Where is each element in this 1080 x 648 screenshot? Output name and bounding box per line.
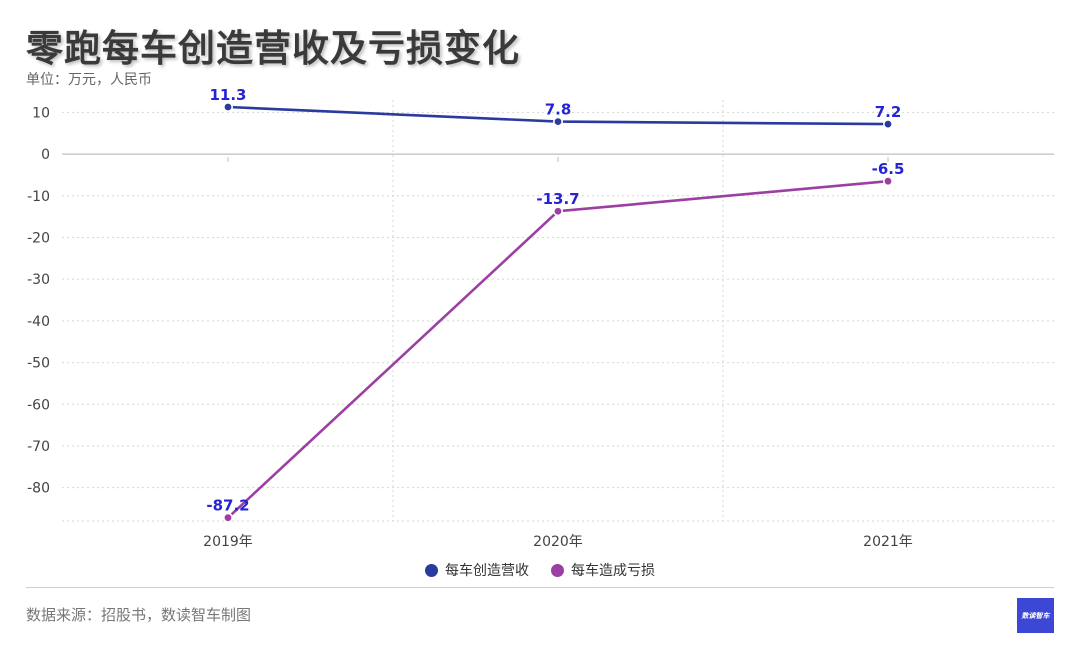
y-tick-label: 0 bbox=[41, 147, 50, 163]
footer-divider bbox=[26, 587, 1054, 588]
series-layer bbox=[223, 102, 893, 523]
x-axis-ticks: 2019年 2020年 2021年 bbox=[203, 157, 913, 550]
data-point-loss bbox=[552, 206, 563, 217]
data-point-revenue bbox=[552, 116, 563, 127]
chart-title: 零跑每车创造营收及亏损变化 bbox=[26, 27, 520, 70]
y-tick-label: 10 bbox=[32, 105, 50, 121]
x-tick-label: 2019年 bbox=[203, 534, 253, 550]
y-axis-ticks: 10 0 -10 -20 -30 -40 -50 -60 -70 -80 bbox=[27, 105, 50, 496]
data-point-loss bbox=[223, 512, 234, 523]
data-label-loss: -87.2 bbox=[206, 497, 249, 515]
y-tick-label: -70 bbox=[27, 439, 50, 455]
legend-marker-revenue bbox=[425, 563, 438, 577]
y-tick-label: -20 bbox=[27, 230, 50, 246]
brand-logo-text: 数读智车 bbox=[1021, 611, 1050, 620]
line-chart: 100-10-20-30-40-50-60-70-80 2019年 2020年 20… bbox=[27, 86, 1054, 550]
legend-item-revenue[interactable]: 每车创造营收 bbox=[425, 560, 529, 580]
data-label-loss: -13.7 bbox=[536, 190, 579, 208]
y-tick-label: -60 bbox=[27, 397, 50, 413]
y-tick-label: -30 bbox=[27, 272, 50, 288]
x-tick-label: 2020年 bbox=[533, 534, 583, 550]
legend-label-revenue: 每车创造营收 bbox=[445, 563, 529, 579]
y-tick-label: -50 bbox=[27, 356, 50, 372]
data-label-loss: -6.5 bbox=[872, 160, 905, 178]
chart-unit-subtitle: 单位：万元，人民币 bbox=[26, 72, 152, 88]
y-tick-label: -10 bbox=[27, 189, 50, 205]
y-tick-label: -80 bbox=[27, 481, 50, 497]
data-point-loss bbox=[882, 176, 893, 187]
grid-layer bbox=[62, 100, 1054, 522]
legend-marker-loss bbox=[551, 563, 564, 577]
legend-label-loss: 每车造成亏损 bbox=[571, 563, 655, 579]
chart-legend: 每车创造营收 每车造成亏损 bbox=[0, 560, 1080, 580]
legend-item-loss[interactable]: 每车造成亏损 bbox=[551, 560, 655, 580]
y-tick-label: -40 bbox=[27, 314, 50, 330]
data-label-revenue: 11.3 bbox=[209, 86, 246, 104]
series-line-loss bbox=[227, 179, 889, 519]
data-label-revenue: 7.8 bbox=[545, 101, 572, 119]
source-note: 数据来源：招股书，数读智车制图 bbox=[26, 606, 252, 624]
data-point-revenue bbox=[882, 119, 893, 130]
data-point-revenue bbox=[223, 102, 234, 113]
data-label-revenue: 7.2 bbox=[875, 103, 902, 121]
x-tick-label: 2021年 bbox=[863, 534, 913, 550]
data-labels: 11.3 7.8 7.2 -87.2 -13.7 -6.5 bbox=[206, 86, 904, 515]
brand-logo: 数读智车 bbox=[1017, 598, 1054, 633]
